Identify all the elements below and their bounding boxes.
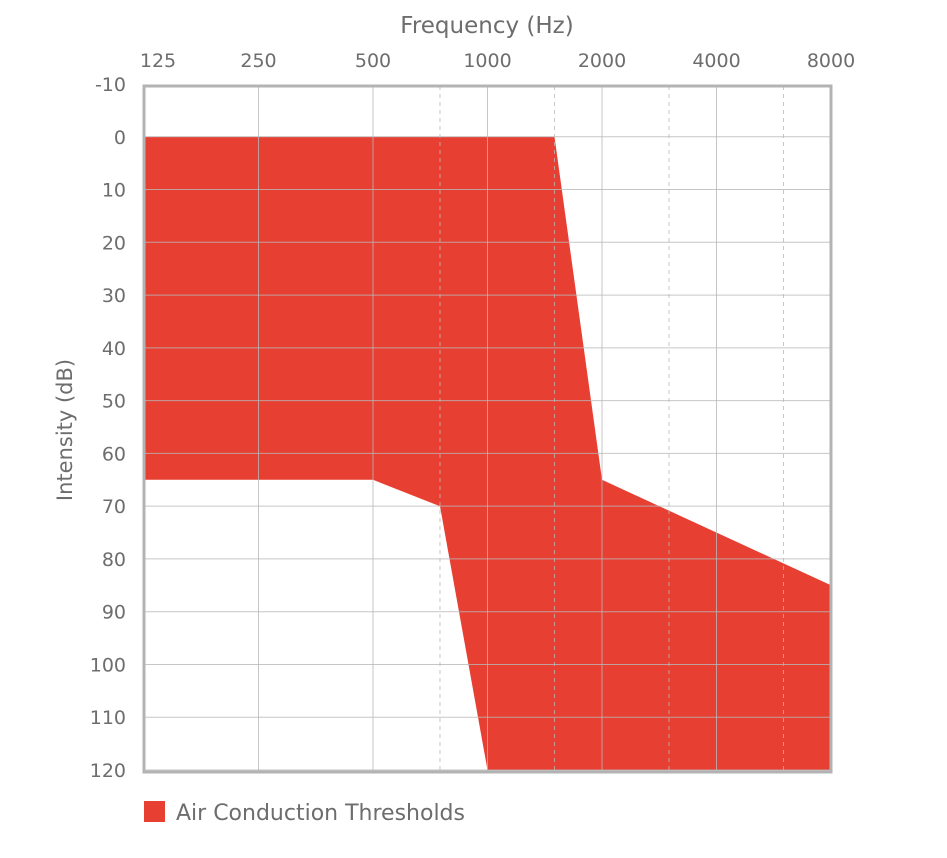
plot-area: 125 250 500 1000 2000 4000 8000 -10 0 10 20 30 40 50 6… xyxy=(90,50,855,782)
x-tick-label: 4000 xyxy=(692,50,740,72)
legend-label: Air Conduction Thresholds xyxy=(176,801,465,826)
y-tick-label: 10 xyxy=(102,180,126,202)
y-axis-title: Intensity (dB) xyxy=(53,359,77,501)
y-tick-label: 60 xyxy=(102,443,126,465)
x-tick-label: 2000 xyxy=(578,50,626,72)
legend: Air Conduction Thresholds xyxy=(144,801,465,826)
y-tick-label: -10 xyxy=(95,74,126,96)
y-tick-label: 0 xyxy=(114,127,126,149)
x-axis-title: Frequency (Hz) xyxy=(400,13,573,39)
plot-frame xyxy=(142,84,833,774)
x-tick-label: 500 xyxy=(355,50,391,72)
y-tick-label: 90 xyxy=(102,602,126,624)
y-tick-label: 80 xyxy=(102,549,126,571)
y-tick-label: 40 xyxy=(102,338,126,360)
legend-swatch xyxy=(144,801,165,822)
y-tick-label: 30 xyxy=(102,285,126,307)
x-tick-label: 8000 xyxy=(807,50,855,72)
y-tick-label: 120 xyxy=(90,760,126,782)
y-tick-label: 100 xyxy=(90,654,126,676)
y-tick-label: 50 xyxy=(102,391,126,413)
y-tick-label: 20 xyxy=(102,232,126,254)
x-tick-label: 125 xyxy=(140,50,176,72)
x-tick-label: 1000 xyxy=(463,50,511,72)
x-tick-label: 250 xyxy=(240,50,276,72)
y-tick-label: 70 xyxy=(102,496,126,518)
y-tick-label: 110 xyxy=(90,707,126,729)
